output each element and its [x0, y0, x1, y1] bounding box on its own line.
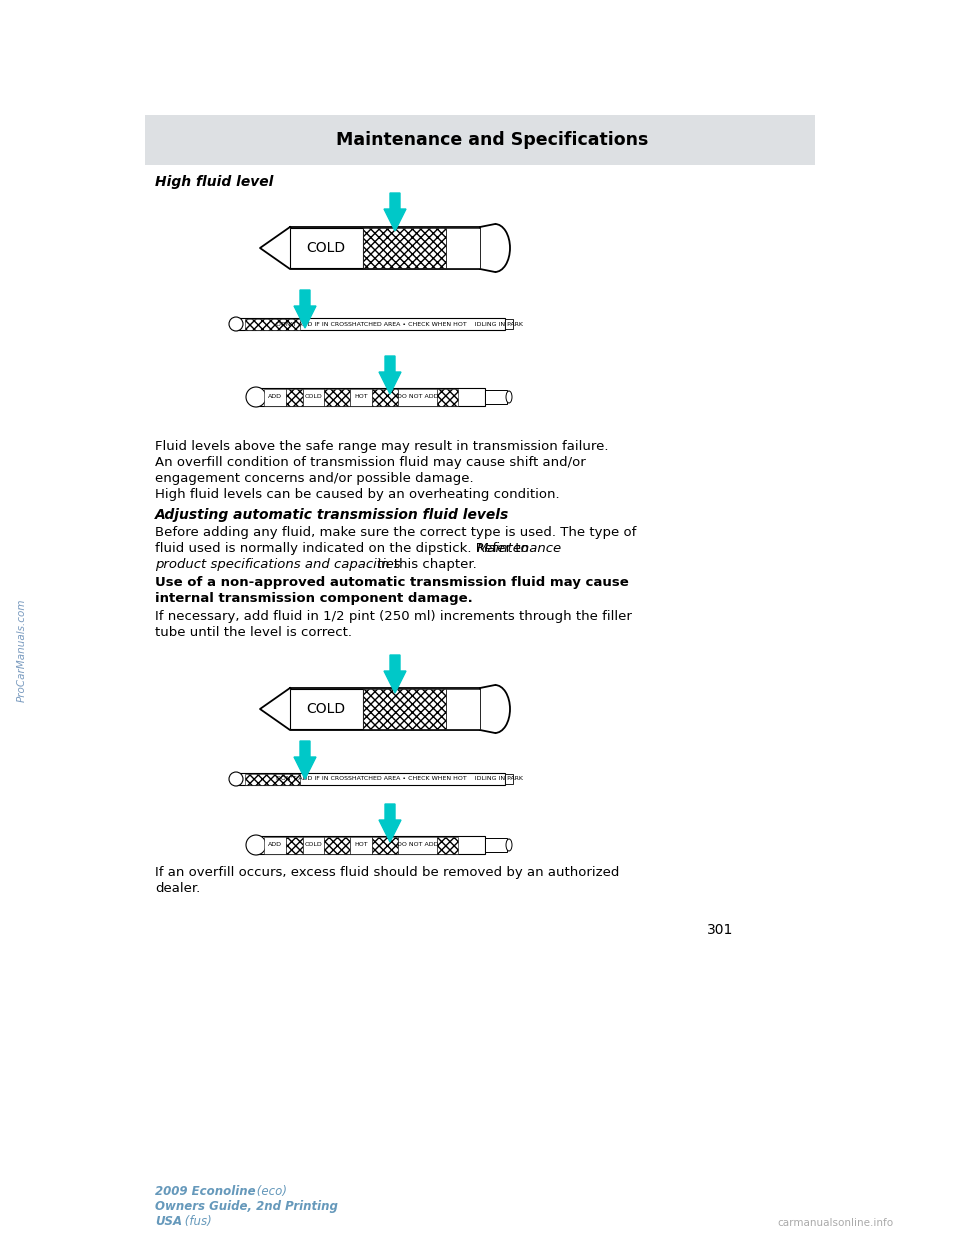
Ellipse shape	[246, 388, 266, 407]
Bar	[303, 837, 324, 853]
Text: Use of a non-approved automatic transmission fluid may cause: Use of a non-approved automatic transmis…	[155, 576, 629, 589]
Ellipse shape	[246, 835, 266, 854]
Bar	[372, 389, 398, 405]
Text: ProCarManuals.com: ProCarManuals.com	[17, 599, 27, 702]
Bar	[372, 837, 398, 853]
Bar	[324, 389, 350, 405]
Circle shape	[229, 773, 243, 786]
Text: High fluid levels can be caused by an overheating condition.: High fluid levels can be caused by an ov…	[155, 488, 560, 501]
Bar	[398, 389, 437, 405]
Bar	[255, 836, 485, 854]
Bar	[303, 389, 324, 405]
Bar	[324, 837, 350, 853]
Polygon shape	[260, 688, 480, 730]
Bar	[485, 838, 507, 852]
Text: in this chapter.: in this chapter.	[373, 558, 477, 571]
Ellipse shape	[506, 840, 512, 851]
Bar	[145, 116, 815, 165]
Text: fluid used is normally indicated on the dipstick. Refer to: fluid used is normally indicated on the …	[155, 542, 533, 555]
Polygon shape	[294, 289, 316, 328]
Text: COLD: COLD	[305, 842, 323, 847]
Text: 2009 Econoline: 2009 Econoline	[155, 1185, 255, 1199]
Text: COLD: COLD	[305, 395, 323, 400]
Bar	[255, 388, 485, 406]
Text: DO NOT ADD: DO NOT ADD	[396, 842, 438, 847]
Text: Maintenance and Specifications: Maintenance and Specifications	[336, 130, 649, 149]
Bar	[350, 389, 372, 405]
Bar	[437, 389, 459, 405]
Text: HOT: HOT	[354, 842, 368, 847]
Text: carmanualsonline.info: carmanualsonline.info	[777, 1218, 893, 1228]
Bar	[505, 319, 513, 329]
Text: DO NOT ADD: DO NOT ADD	[396, 395, 438, 400]
Text: engagement concerns and/or possible damage.: engagement concerns and/or possible dama…	[155, 472, 473, 484]
Text: 301: 301	[707, 923, 733, 936]
Text: COLD: COLD	[307, 702, 346, 715]
Text: (fus): (fus)	[181, 1215, 212, 1228]
Bar	[350, 837, 372, 853]
Bar	[505, 774, 513, 784]
Text: Fluid levels above the safe range may result in transmission failure.: Fluid levels above the safe range may re…	[155, 440, 609, 453]
Text: (eco): (eco)	[253, 1185, 287, 1199]
Text: ADD: ADD	[268, 842, 282, 847]
Bar	[290, 689, 363, 729]
Bar	[446, 689, 480, 729]
Circle shape	[229, 317, 243, 332]
Polygon shape	[294, 741, 316, 779]
Text: Before adding any fluid, make sure the correct type is used. The type of: Before adding any fluid, make sure the c…	[155, 527, 636, 539]
Bar	[245, 318, 300, 329]
Text: DON'T ADD IF IN CROSSHATCHED AREA • CHECK WHEN HOT    IDLING IN PARK: DON'T ADD IF IN CROSSHATCHED AREA • CHEC…	[276, 776, 523, 781]
Text: HOT: HOT	[354, 395, 368, 400]
Bar	[235, 318, 505, 330]
Text: internal transmission component damage.: internal transmission component damage.	[155, 592, 472, 605]
Bar	[245, 774, 300, 785]
Bar	[437, 837, 459, 853]
Polygon shape	[384, 655, 406, 693]
Bar	[235, 773, 505, 785]
Bar	[264, 837, 286, 853]
Text: DON'T ADD IF IN CROSSHATCHED AREA • CHECK WHEN HOT    IDLING IN PARK: DON'T ADD IF IN CROSSHATCHED AREA • CHEC…	[276, 322, 523, 327]
Text: Maintenance: Maintenance	[477, 542, 563, 555]
Bar	[290, 229, 363, 268]
Bar	[264, 389, 286, 405]
Bar	[485, 390, 507, 404]
Bar	[286, 389, 303, 405]
Bar	[398, 837, 437, 853]
Text: Adjusting automatic transmission fluid levels: Adjusting automatic transmission fluid l…	[155, 508, 509, 522]
Text: If necessary, add fluid in 1/2 pint (250 ml) increments through the filler: If necessary, add fluid in 1/2 pint (250…	[155, 610, 632, 623]
Text: dealer.: dealer.	[155, 882, 201, 895]
Polygon shape	[379, 804, 401, 842]
Text: An overfill condition of transmission fluid may cause shift and/or: An overfill condition of transmission fl…	[155, 456, 586, 469]
Bar	[363, 229, 446, 268]
Ellipse shape	[506, 391, 512, 402]
Text: ADD: ADD	[268, 395, 282, 400]
Text: High fluid level: High fluid level	[155, 175, 274, 189]
Text: Owners Guide, 2nd Printing: Owners Guide, 2nd Printing	[155, 1200, 338, 1213]
Bar	[286, 837, 303, 853]
Text: If an overfill occurs, excess fluid should be removed by an authorized: If an overfill occurs, excess fluid shou…	[155, 866, 619, 879]
Text: product specifications and capacities: product specifications and capacities	[155, 558, 400, 571]
Text: USA: USA	[155, 1215, 182, 1228]
Polygon shape	[384, 193, 406, 231]
Bar	[446, 229, 480, 268]
Polygon shape	[379, 356, 401, 394]
Bar	[363, 689, 446, 729]
Text: tube until the level is correct.: tube until the level is correct.	[155, 626, 352, 638]
Text: COLD: COLD	[307, 241, 346, 255]
Polygon shape	[260, 227, 480, 270]
